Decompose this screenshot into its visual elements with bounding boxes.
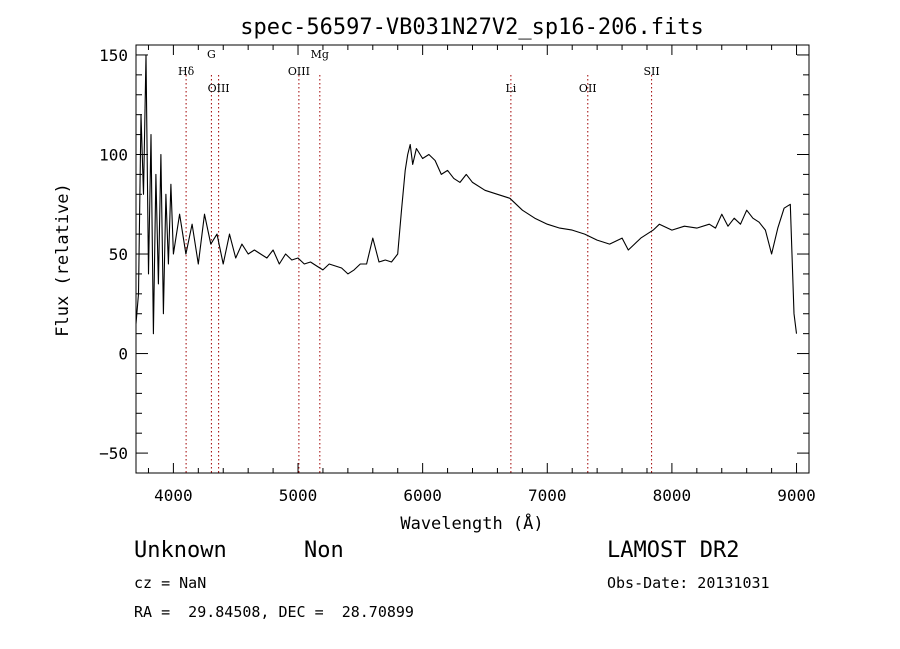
x-axis-label: Wavelength (Å) (400, 512, 543, 534)
line-marker-label: OII (579, 82, 597, 95)
spectral-subclass: Non (304, 538, 344, 563)
y-tick-label: 100 (99, 145, 128, 164)
spectrum-series (135, 54, 798, 335)
spectrum-line (135, 54, 798, 335)
y-tick-label: 150 (99, 46, 128, 65)
spectral-class: Unknown (134, 538, 227, 563)
redshift-cz: cz = NaN (134, 574, 207, 592)
y-tick-label: 50 (109, 245, 128, 264)
coordinates: RA = 29.84508, DEC = 28.70899 (134, 603, 414, 621)
x-tick-label: 6000 (403, 486, 442, 505)
line-marker-label: OIII (288, 65, 310, 78)
line-marker-label: G (207, 48, 216, 61)
x-tick-label: 7000 (528, 486, 567, 505)
x-tick-label: 8000 (653, 486, 692, 505)
line-marker-label: Hδ (178, 65, 195, 78)
line-marker-label: Li (505, 82, 516, 95)
line-marker-label: Mg (311, 48, 329, 61)
line-marker-label: OIII (208, 82, 230, 95)
observation-date: Obs-Date: 20131031 (607, 574, 770, 592)
x-tick-label: 9000 (777, 486, 816, 505)
x-tick-label: 4000 (154, 486, 193, 505)
axis-ticks: 4000 5000 6000 7000 8000 9000 −50 0 50 100 150 (99, 45, 816, 505)
chart-title: spec-56597-VB031N27V2_sp16-206.fits (240, 15, 704, 40)
y-axis-label: Flux (relative) (53, 183, 73, 337)
y-tick-label: −50 (99, 444, 128, 463)
survey-name: LAMOST DR2 (607, 538, 740, 563)
line-marker-label: SII (643, 65, 659, 78)
plot-frame (135, 44, 810, 474)
y-tick-label: 0 (118, 345, 128, 364)
x-tick-label: 5000 (279, 486, 318, 505)
